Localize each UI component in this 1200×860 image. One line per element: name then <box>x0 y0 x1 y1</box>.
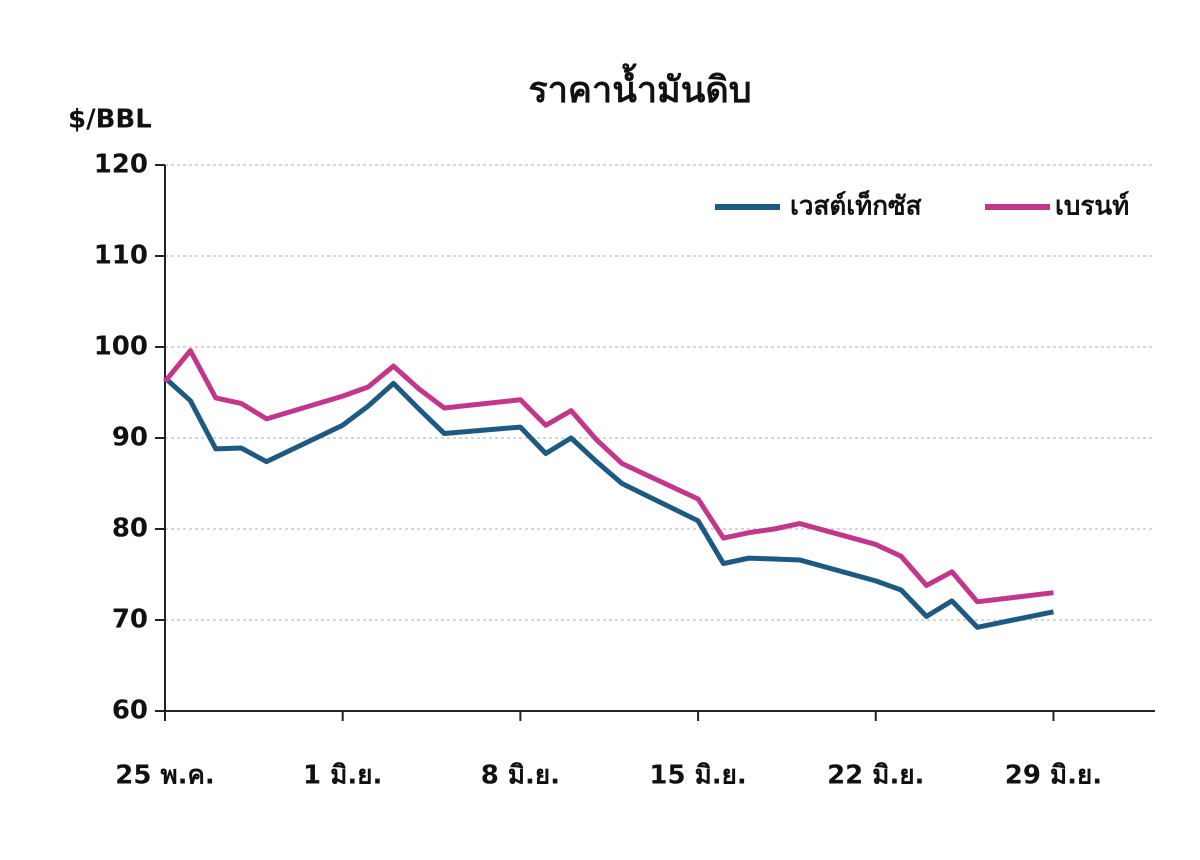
y-tick-label: 80 <box>112 514 148 544</box>
legend-label: เบรนท์ <box>1055 191 1129 222</box>
x-tick-label: 15 มิ.ย. <box>649 761 746 791</box>
y-tick-label: 60 <box>112 696 148 726</box>
x-tick-label: 22 มิ.ย. <box>827 761 924 791</box>
y-tick-label: 110 <box>94 241 148 271</box>
legend-label: เวสต์เท็กซัส <box>790 190 922 222</box>
y-tick-label: 90 <box>112 423 148 453</box>
y-tick-label: 120 <box>94 150 148 180</box>
line-series <box>163 376 1054 630</box>
x-tick-label: 29 มิ.ย. <box>1005 761 1102 791</box>
x-tick-label: 8 มิ.ย. <box>481 761 560 791</box>
x-tick-label: 25 พ.ค. <box>115 761 215 791</box>
y-tick-label: 100 <box>94 332 148 362</box>
chart-title: ราคาน้ำมันดิบ <box>528 63 751 111</box>
y-tick-label: 70 <box>112 605 148 635</box>
line-series <box>163 348 1054 605</box>
y-axis-label: $/BBL <box>68 105 152 135</box>
x-tick-label: 1 มิ.ย. <box>303 761 382 791</box>
